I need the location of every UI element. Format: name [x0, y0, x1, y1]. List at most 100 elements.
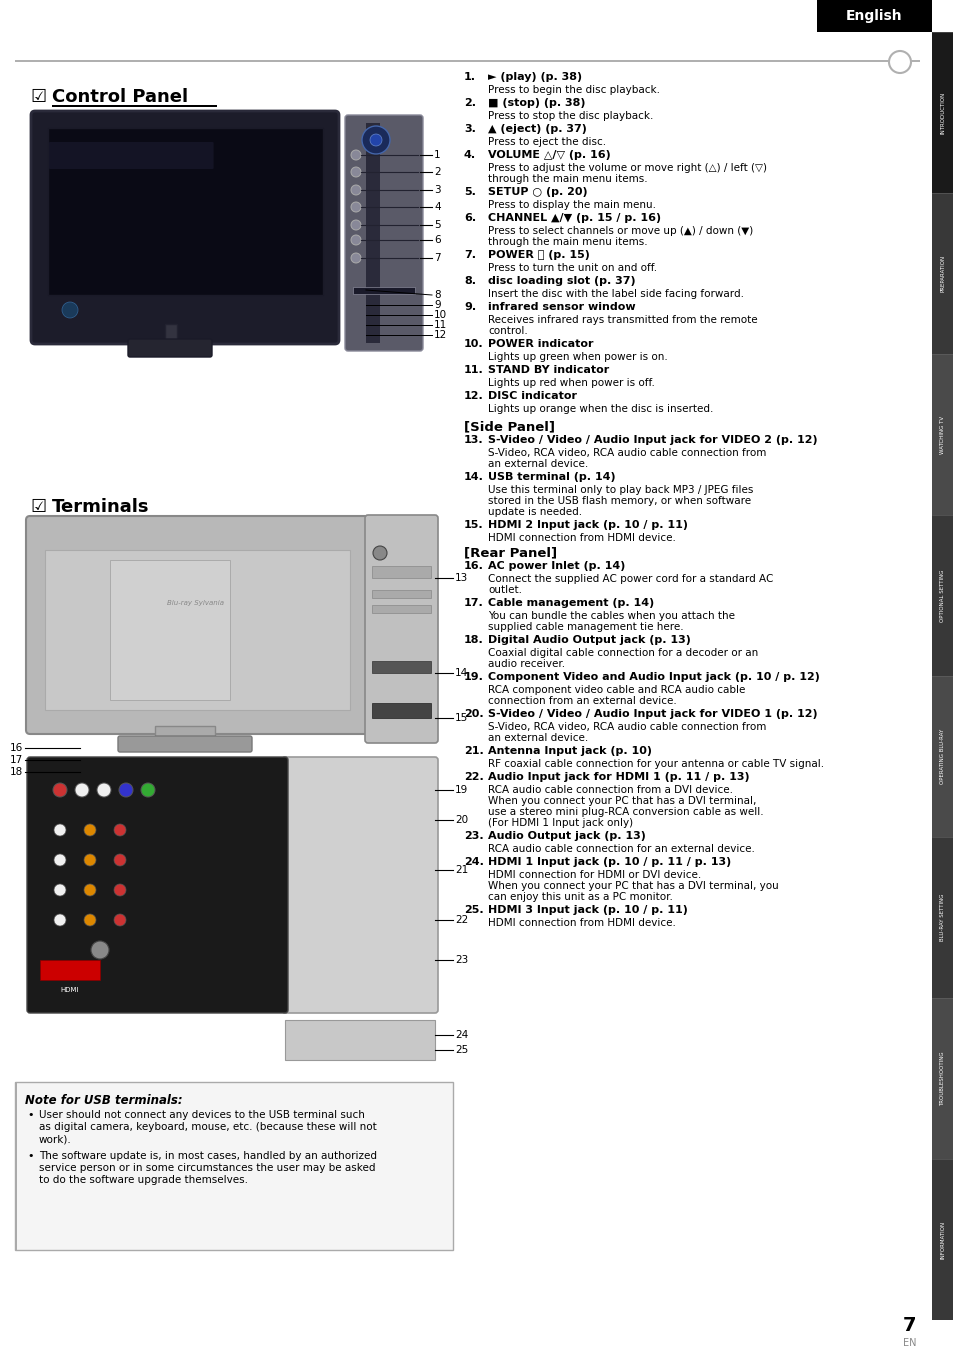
Text: ☑: ☑	[30, 88, 46, 106]
Text: stored in the USB flash memory, or when software: stored in the USB flash memory, or when …	[488, 496, 750, 506]
Text: 10: 10	[434, 310, 447, 319]
Text: 24: 24	[455, 1030, 468, 1041]
Text: Lights up red when power is off.: Lights up red when power is off.	[488, 377, 654, 388]
Text: 7.: 7.	[463, 249, 476, 260]
Text: 19.: 19.	[463, 673, 483, 682]
Text: 9: 9	[434, 301, 440, 310]
Text: 13: 13	[455, 573, 468, 582]
Circle shape	[351, 202, 360, 212]
Bar	[110, 559, 230, 700]
Text: TROUBLESHOOTING: TROUBLESHOOTING	[940, 1051, 944, 1105]
FancyBboxPatch shape	[26, 516, 369, 735]
Text: 11.: 11.	[463, 365, 483, 375]
Circle shape	[351, 185, 360, 195]
Text: •: •	[27, 1109, 33, 1120]
Bar	[931, 355, 953, 515]
Bar	[45, 550, 350, 710]
Text: Press to display the main menu.: Press to display the main menu.	[488, 200, 656, 210]
Circle shape	[84, 884, 96, 896]
Text: STAND BY indicator: STAND BY indicator	[488, 365, 609, 375]
Text: 18: 18	[10, 767, 23, 776]
Circle shape	[97, 783, 111, 797]
Text: User should not connect any devices to the USB terminal such: User should not connect any devices to t…	[39, 1109, 364, 1120]
Text: an external device.: an external device.	[488, 460, 588, 469]
Circle shape	[351, 253, 360, 263]
Bar	[931, 1159, 953, 1320]
Text: 22.: 22.	[463, 772, 483, 782]
Text: 21.: 21.	[463, 745, 483, 756]
Text: 5: 5	[434, 220, 440, 231]
Text: RCA audio cable connection from a DVI device.: RCA audio cable connection from a DVI de…	[488, 785, 732, 795]
Text: 4: 4	[434, 202, 440, 212]
Text: 22: 22	[455, 915, 468, 925]
Text: VOLUME △/▽ (p. 16): VOLUME △/▽ (p. 16)	[488, 150, 610, 160]
Bar	[52, 515, 160, 518]
Circle shape	[113, 824, 126, 836]
Circle shape	[54, 855, 66, 865]
Text: Connect the supplied AC power cord for a standard AC: Connect the supplied AC power cord for a…	[488, 574, 773, 584]
Bar	[15, 1082, 453, 1250]
Text: 11: 11	[434, 319, 447, 330]
Text: When you connect your PC that has a DVI terminal, you: When you connect your PC that has a DVI …	[488, 882, 778, 891]
Text: 4.: 4.	[463, 150, 476, 160]
Text: Receives infrared rays transmitted from the remote: Receives infrared rays transmitted from …	[488, 315, 757, 325]
Text: 5.: 5.	[463, 187, 476, 197]
Text: Press to eject the disc.: Press to eject the disc.	[488, 137, 605, 147]
Bar	[285, 1020, 435, 1060]
Text: CHANNEL ▲/▼ (p. 15 / p. 16): CHANNEL ▲/▼ (p. 15 / p. 16)	[488, 213, 660, 222]
Text: ▲ (eject) (p. 37): ▲ (eject) (p. 37)	[488, 124, 586, 133]
Text: Press to select channels or move up (▲) / down (▼): Press to select channels or move up (▲) …	[488, 226, 753, 236]
Text: Terminals: Terminals	[52, 497, 150, 516]
Text: S-Video / Video / Audio Input jack for VIDEO 1 (p. 12): S-Video / Video / Audio Input jack for V…	[488, 709, 817, 718]
Text: service person or in some circumstances the user may be asked: service person or in some circumstances …	[39, 1163, 375, 1173]
Text: an external device.: an external device.	[488, 733, 588, 743]
Text: Note for USB terminals:: Note for USB terminals:	[25, 1095, 182, 1107]
Text: Press to adjust the volume or move right (△) / left (▽): Press to adjust the volume or move right…	[488, 163, 766, 173]
Text: OPTIONAL SETTING: OPTIONAL SETTING	[940, 569, 944, 621]
Text: RCA audio cable connection for an external device.: RCA audio cable connection for an extern…	[488, 844, 754, 855]
Text: BLU-RAY SETTING: BLU-RAY SETTING	[940, 894, 944, 941]
Text: 17: 17	[10, 755, 23, 766]
Bar	[372, 661, 431, 673]
Text: INTRODUCTION: INTRODUCTION	[940, 92, 944, 133]
Text: ■ (stop) (p. 38): ■ (stop) (p. 38)	[488, 98, 585, 108]
Text: Blu-ray Sylvania: Blu-ray Sylvania	[167, 600, 224, 607]
Text: supplied cable management tie here.: supplied cable management tie here.	[488, 621, 683, 632]
Text: AC power Inlet (p. 14): AC power Inlet (p. 14)	[488, 561, 625, 572]
Text: RCA component video cable and RCA audio cable: RCA component video cable and RCA audio …	[488, 685, 744, 696]
Text: 2: 2	[434, 167, 440, 177]
Text: outlet.: outlet.	[488, 585, 521, 594]
Text: through the main menu items.: through the main menu items.	[488, 237, 647, 247]
Text: Insert the disc with the label side facing forward.: Insert the disc with the label side faci…	[488, 288, 743, 299]
Text: Press to turn the unit on and off.: Press to turn the unit on and off.	[488, 263, 657, 274]
Circle shape	[361, 125, 390, 154]
Text: Antenna Input jack (p. 10): Antenna Input jack (p. 10)	[488, 745, 651, 756]
Text: 8: 8	[434, 290, 440, 301]
FancyBboxPatch shape	[365, 515, 437, 743]
Text: OPERATING BLU-RAY: OPERATING BLU-RAY	[940, 729, 944, 785]
Text: as digital camera, keyboard, mouse, etc. (because these will not: as digital camera, keyboard, mouse, etc.…	[39, 1122, 376, 1132]
Text: Audio Output jack (p. 13): Audio Output jack (p. 13)	[488, 830, 645, 841]
Text: POWER ⏻ (p. 15): POWER ⏻ (p. 15)	[488, 249, 589, 260]
Text: 6.: 6.	[463, 213, 476, 222]
Text: can enjoy this unit as a PC monitor.: can enjoy this unit as a PC monitor.	[488, 892, 672, 902]
Text: When you connect your PC that has a DVI terminal,: When you connect your PC that has a DVI …	[488, 797, 756, 806]
Bar	[931, 32, 953, 193]
Bar	[48, 128, 323, 295]
Text: Press to stop the disc playback.: Press to stop the disc playback.	[488, 111, 653, 121]
Text: 13.: 13.	[463, 435, 483, 445]
FancyBboxPatch shape	[118, 736, 252, 752]
Text: ► (play) (p. 38): ► (play) (p. 38)	[488, 71, 581, 82]
FancyBboxPatch shape	[282, 758, 437, 1012]
Circle shape	[351, 220, 360, 231]
Circle shape	[91, 941, 109, 958]
Bar	[15, 61, 919, 62]
Bar	[816, 0, 931, 32]
Text: [Rear Panel]: [Rear Panel]	[463, 546, 557, 559]
Text: HDMI connection for HDMI or DVI device.: HDMI connection for HDMI or DVI device.	[488, 869, 700, 880]
Bar	[40, 960, 100, 980]
Bar	[372, 605, 431, 613]
Text: HDMI 1 Input jack (p. 10 / p. 11 / p. 13): HDMI 1 Input jack (p. 10 / p. 11 / p. 13…	[488, 857, 731, 867]
Bar	[366, 123, 379, 342]
Circle shape	[84, 914, 96, 926]
